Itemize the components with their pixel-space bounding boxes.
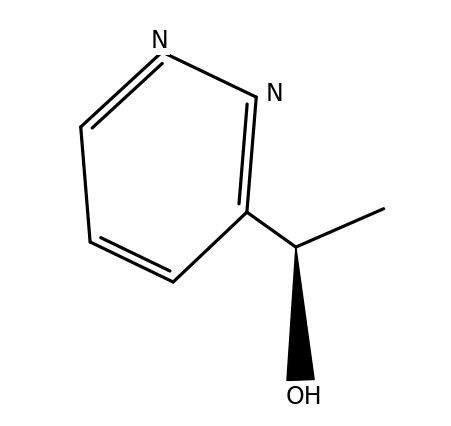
Text: N: N <box>151 29 169 53</box>
Text: N: N <box>265 82 282 106</box>
Polygon shape <box>286 247 313 380</box>
Text: OH: OH <box>285 385 322 409</box>
